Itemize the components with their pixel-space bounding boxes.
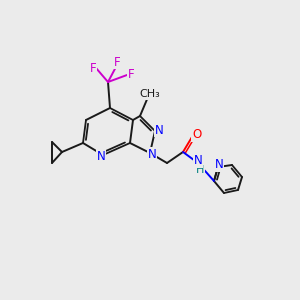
Text: CH₃: CH₃ [140,89,160,99]
Text: F: F [90,61,96,74]
Text: N: N [154,124,164,136]
Text: H: H [196,165,204,175]
Text: F: F [114,56,120,68]
Text: O: O [192,128,202,142]
Text: N: N [97,149,105,163]
Text: F: F [128,68,134,82]
Text: N: N [194,154,202,167]
Text: N: N [148,148,156,160]
Text: N: N [214,158,224,172]
